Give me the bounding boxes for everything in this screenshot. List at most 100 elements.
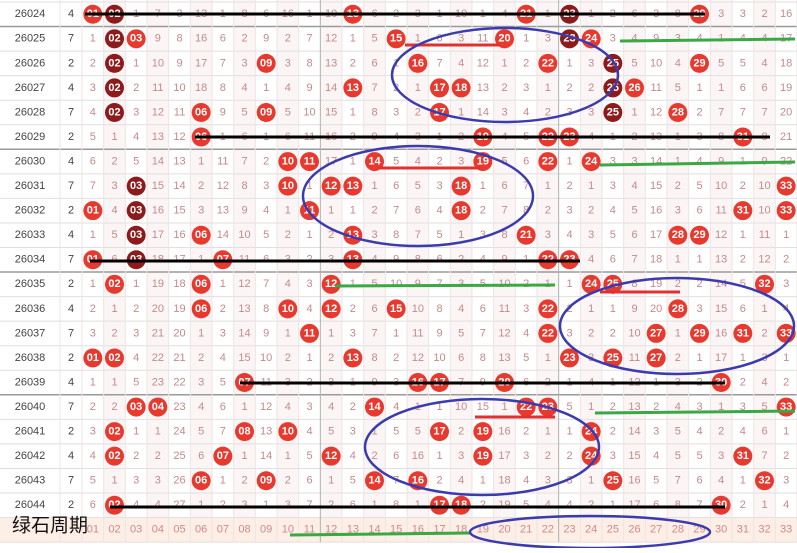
miss-count: 6 (501, 180, 507, 192)
miss-count: 10 (433, 352, 445, 364)
miss-count: 2 (783, 254, 789, 266)
count: 7 (68, 475, 74, 487)
ball (538, 152, 558, 172)
miss-count: 1 (220, 475, 226, 487)
footer-number: 21 (520, 524, 532, 536)
miss-count: 1 (111, 131, 117, 143)
ball-number: 02 (108, 352, 120, 364)
count: 2 (68, 131, 74, 143)
miss-count: 3 (458, 450, 464, 462)
miss-count: 1 (783, 229, 789, 241)
miss-count: 2 (675, 278, 681, 290)
miss-count: 3 (371, 229, 377, 241)
miss-count: 13 (173, 155, 185, 167)
ball (105, 495, 124, 515)
miss-count: 1 (350, 205, 356, 217)
miss-count: 4 (675, 57, 681, 69)
footer-number: 32 (758, 524, 770, 536)
miss-count: 5 (133, 155, 139, 167)
ball (191, 102, 211, 122)
miss-count: 16 (650, 205, 662, 217)
ball (538, 299, 558, 319)
miss-count: 2 (220, 303, 226, 315)
miss-count: 4 (241, 82, 247, 94)
miss-count: 14 (325, 82, 337, 94)
miss-count: 4 (523, 106, 529, 118)
miss-count: 2 (328, 499, 334, 511)
miss-count: 13 (325, 57, 337, 69)
miss-count: 1 (111, 376, 117, 388)
ball-number: 17 (433, 499, 445, 511)
ball (365, 397, 384, 417)
miss-count: 3 (631, 155, 637, 167)
ball-number: 10 (282, 155, 294, 167)
miss-count: 1 (306, 229, 312, 241)
miss-count: 6 (610, 254, 616, 266)
miss-count: 2 (350, 401, 356, 413)
footer-number: 24 (585, 524, 597, 536)
miss-count: 4 (761, 376, 767, 388)
miss-count: 5 (631, 57, 637, 69)
miss-count: 5 (111, 229, 117, 241)
miss-count: 4 (198, 401, 204, 413)
ball (473, 446, 493, 466)
ball (668, 225, 688, 245)
period: 26044 (15, 499, 46, 511)
miss-count: 5 (740, 278, 746, 290)
miss-count: 4 (523, 327, 529, 339)
ball-number: 15 (390, 303, 402, 315)
ball-number: 02 (108, 426, 120, 438)
footer-bg (0, 517, 797, 543)
miss-count: 2 (588, 205, 594, 217)
miss-count: 4 (415, 155, 421, 167)
ball (538, 323, 558, 343)
miss-count: 7 (718, 106, 724, 118)
miss-count: 5 (566, 401, 572, 413)
miss-count: 2 (523, 426, 529, 438)
footer-number: 03 (130, 524, 142, 536)
miss-count: 12 (152, 106, 164, 118)
footer-number: 10 (282, 524, 294, 536)
miss-count: 4 (696, 426, 702, 438)
miss-count: 14 (173, 180, 185, 192)
ball-number: 22 (542, 57, 554, 69)
ball (105, 29, 124, 49)
miss-count: 7 (220, 426, 226, 438)
miss-count: 2 (501, 82, 507, 94)
green-line (334, 283, 556, 288)
ball-number: 32 (758, 475, 770, 487)
miss-count: 4 (761, 57, 767, 69)
miss-count: 2 (458, 426, 464, 438)
miss-count: 2 (545, 106, 551, 118)
miss-count: 4 (328, 401, 334, 413)
ball (646, 348, 666, 368)
count: 4 (68, 229, 74, 241)
miss-count: 10 (758, 205, 770, 217)
ball (538, 53, 558, 73)
ball-number: 33 (780, 327, 792, 339)
miss-count: 3 (545, 33, 551, 45)
miss-count: 10 (650, 57, 662, 69)
ball-number: 14 (368, 155, 381, 167)
footer-number: 22 (542, 524, 554, 536)
miss-count: 22 (173, 376, 185, 388)
ball-number: 33 (780, 180, 792, 192)
ball-number: 12 (325, 450, 337, 462)
miss-count: 1 (350, 33, 356, 45)
ball (321, 176, 341, 196)
miss-count: 7 (415, 229, 421, 241)
miss-count: 6 (90, 155, 96, 167)
miss-count: 5 (263, 229, 269, 241)
ball (343, 348, 363, 368)
ball (733, 201, 753, 221)
miss-count: 11 (477, 33, 488, 45)
miss-count: 7 (393, 205, 399, 217)
miss-count: 1 (740, 475, 746, 487)
ball-number: 06 (195, 303, 207, 315)
ball-number: 18 (455, 205, 467, 217)
ball-number: 24 (585, 155, 598, 167)
miss-count: 2 (111, 155, 117, 167)
miss-count: 4 (285, 278, 291, 290)
ball (516, 225, 536, 245)
miss-count: 4 (393, 401, 399, 413)
